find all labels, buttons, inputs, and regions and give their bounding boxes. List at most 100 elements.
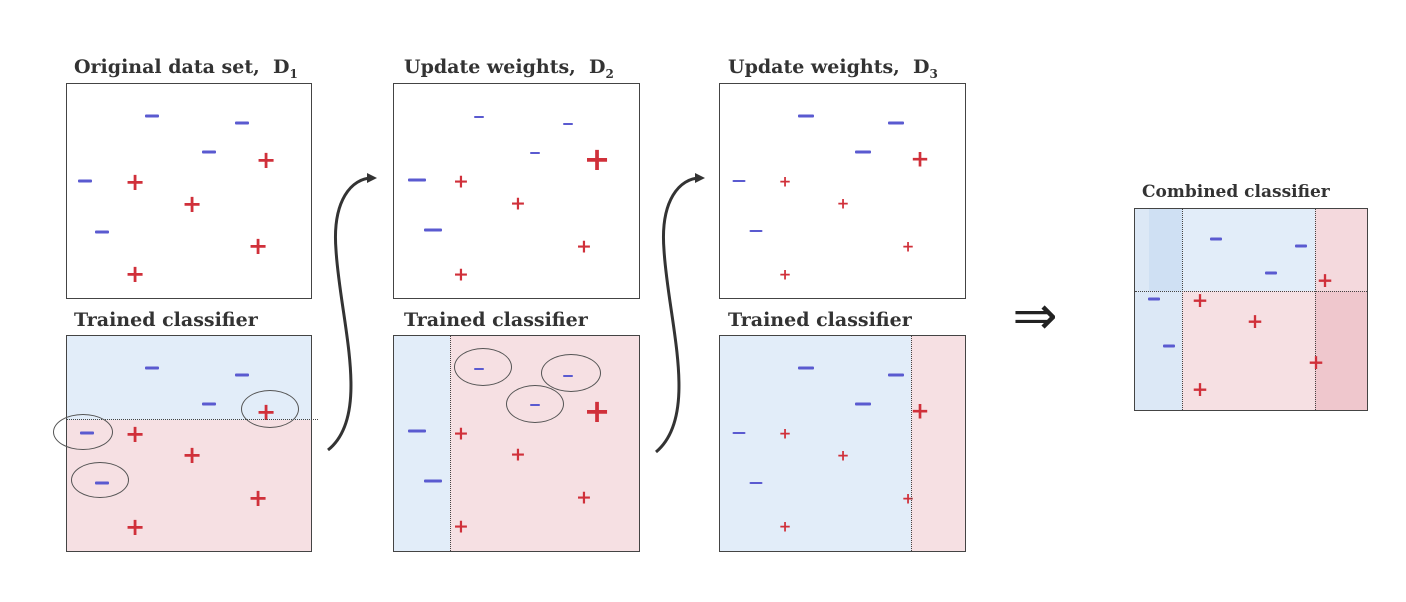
minus-sign-icon <box>732 180 746 182</box>
plus-sign-icon: + <box>124 513 146 541</box>
plus-sign-icon: + <box>124 420 146 448</box>
misclassified-circle-icon <box>241 390 299 428</box>
plus-sign-icon: + <box>910 146 930 173</box>
decision-boundary <box>1135 291 1367 292</box>
minus-sign-icon <box>424 228 442 232</box>
plus-sign-icon: + <box>124 260 146 288</box>
panel-combined-classifier: + + + + + <box>1134 208 1368 411</box>
negative-region <box>1182 209 1315 291</box>
minus-sign-icon <box>408 429 426 433</box>
minus-sign-icon <box>1148 297 1160 301</box>
minus-sign-icon <box>798 114 814 118</box>
plus-sign-icon: + <box>576 235 592 258</box>
plus-sign-icon: + <box>1191 377 1209 401</box>
curved-arrow-icon <box>655 173 705 454</box>
minus-sign-icon <box>235 121 249 125</box>
decision-boundary <box>1315 209 1316 410</box>
plus-sign-icon: + <box>247 484 269 512</box>
minus-sign-icon <box>888 373 904 377</box>
panel-trained-classifier-1: + + + + + <box>66 335 312 552</box>
minus-sign-icon <box>202 402 216 406</box>
minus-sign-icon <box>1210 237 1222 241</box>
negative-region <box>394 336 450 551</box>
misclassified-circle-icon <box>454 348 512 386</box>
plus-sign-icon: + <box>453 422 469 445</box>
double-arrow-icon: ⇒ <box>1012 284 1058 347</box>
panel-trained-classifier-3: + + + + + <box>719 335 966 552</box>
negative-region <box>1149 209 1182 291</box>
plus-sign-icon: + <box>181 190 203 218</box>
misclassified-circle-icon <box>53 414 113 450</box>
plus-sign-icon: + <box>255 146 277 174</box>
negative-region <box>720 336 911 551</box>
decision-boundary <box>911 336 912 551</box>
plus-sign-icon: + <box>453 515 469 538</box>
plus-sign-icon: + <box>778 517 792 536</box>
minus-sign-icon <box>95 230 109 234</box>
title-trained-classifier-1: Trained classifier <box>74 309 258 331</box>
misclassified-circle-icon <box>71 462 129 498</box>
minus-sign-icon <box>1265 271 1277 275</box>
minus-sign-icon <box>888 121 904 125</box>
plus-sign-icon: + <box>1307 350 1325 374</box>
title-trained-classifier-2: Trained classifier <box>404 309 588 331</box>
plus-sign-icon: + <box>1191 288 1209 312</box>
minus-sign-icon <box>145 114 159 118</box>
plus-sign-icon: + <box>901 237 915 256</box>
plus-sign-icon: + <box>576 486 592 509</box>
plus-sign-icon: + <box>778 172 792 191</box>
minus-sign-icon <box>408 178 426 182</box>
misclassified-circle-icon <box>541 354 601 392</box>
plus-sign-icon: + <box>778 265 792 284</box>
positive-region <box>911 336 965 551</box>
plus-sign-icon: + <box>910 398 930 425</box>
title-trained-classifier-3: Trained classifier <box>728 309 912 331</box>
decision-boundary <box>1182 209 1183 410</box>
title-update-weights-d2: Update weights, D2 <box>404 56 614 81</box>
curved-arrow-icon <box>327 173 377 452</box>
plus-sign-icon: + <box>583 140 611 178</box>
plus-sign-icon: + <box>836 194 850 213</box>
minus-sign-icon <box>749 482 763 484</box>
title-combined-classifier: Combined classifier <box>1142 182 1330 202</box>
minus-sign-icon <box>749 230 763 232</box>
panel-update-weights-d3: + + + + + <box>719 83 966 299</box>
positive-region <box>1182 291 1315 410</box>
title-update-weights-d3: Update weights, D3 <box>728 56 938 81</box>
title-original-dataset: Original data set, D1 <box>74 56 298 81</box>
minus-sign-icon <box>202 150 216 154</box>
minus-sign-icon <box>798 366 814 370</box>
minus-sign-icon <box>424 479 442 483</box>
positive-region <box>1315 291 1367 410</box>
minus-sign-icon <box>563 123 573 125</box>
plus-sign-icon: + <box>453 170 469 193</box>
plus-sign-icon: + <box>1246 309 1264 333</box>
decision-boundary <box>66 419 318 420</box>
plus-sign-icon: + <box>124 168 146 196</box>
plus-sign-icon: + <box>510 443 526 466</box>
plus-sign-icon: + <box>510 192 526 215</box>
plus-sign-icon: + <box>583 392 611 430</box>
plus-sign-icon: + <box>1316 268 1334 292</box>
minus-sign-icon <box>855 150 871 154</box>
minus-sign-icon <box>145 366 159 370</box>
decision-boundary <box>450 336 451 551</box>
minus-sign-icon <box>474 116 484 118</box>
plus-sign-icon: + <box>453 263 469 286</box>
minus-sign-icon <box>1163 344 1175 348</box>
plus-sign-icon: + <box>247 232 269 260</box>
minus-sign-icon <box>235 373 249 377</box>
minus-sign-icon <box>78 179 92 183</box>
plus-sign-icon: + <box>778 424 792 443</box>
plus-sign-icon: + <box>181 441 203 469</box>
minus-sign-icon <box>530 152 540 154</box>
minus-sign-icon <box>855 402 871 406</box>
misclassified-circle-icon <box>506 385 564 423</box>
panel-update-weights-d2: + + + + + <box>393 83 640 299</box>
minus-sign-icon <box>1295 244 1307 248</box>
plus-sign-icon: + <box>836 446 850 465</box>
panel-original-dataset: + + + + + <box>66 83 312 299</box>
minus-sign-icon <box>732 432 746 434</box>
